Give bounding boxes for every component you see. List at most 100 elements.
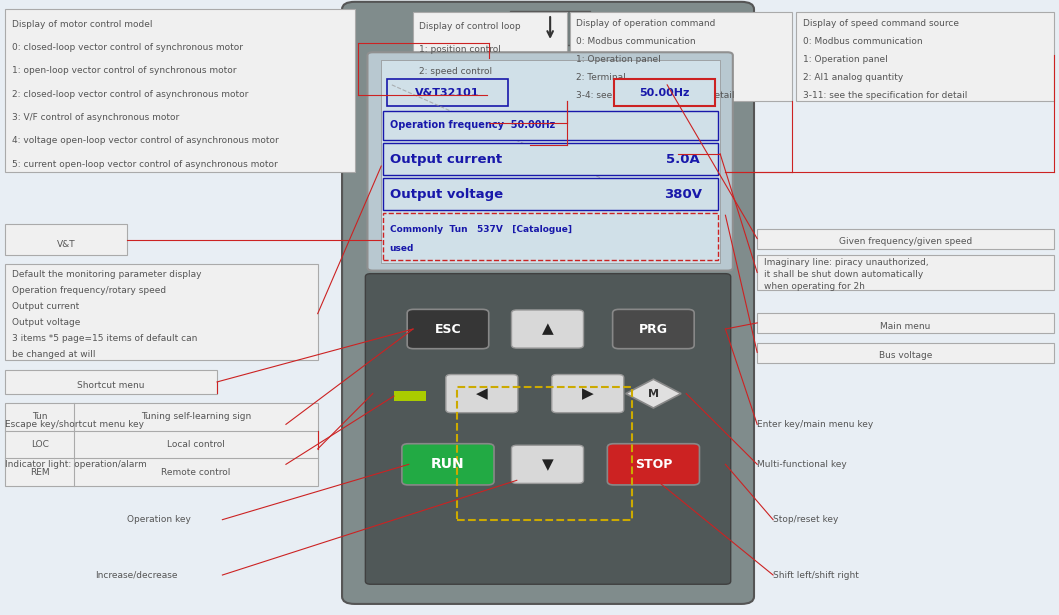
FancyBboxPatch shape — [383, 143, 718, 175]
FancyBboxPatch shape — [5, 264, 318, 360]
FancyBboxPatch shape — [387, 79, 508, 106]
Text: Bus voltage: Bus voltage — [879, 351, 932, 360]
FancyBboxPatch shape — [446, 375, 518, 413]
Text: Escape key/shortcut menu key: Escape key/shortcut menu key — [5, 420, 144, 429]
Text: 50.00Hz: 50.00Hz — [640, 87, 689, 98]
Text: Commonly  Tun   537V   [Catalogue]: Commonly Tun 537V [Catalogue] — [390, 225, 572, 234]
FancyBboxPatch shape — [381, 60, 720, 263]
Text: Output voltage: Output voltage — [12, 318, 80, 327]
FancyBboxPatch shape — [757, 343, 1054, 363]
FancyBboxPatch shape — [383, 213, 718, 260]
Text: 1: position control: 1: position control — [419, 44, 501, 54]
Text: Given frequency/given speed: Given frequency/given speed — [839, 237, 972, 247]
Text: Imaginary line: piracy unauthorized,: Imaginary line: piracy unauthorized, — [764, 258, 928, 267]
Text: Default the monitoring parameter display: Default the monitoring parameter display — [12, 270, 201, 279]
Text: 3 items *5 page=15 items of default can: 3 items *5 page=15 items of default can — [12, 334, 197, 343]
Text: M: M — [648, 389, 659, 399]
Text: ▼: ▼ — [541, 457, 554, 472]
Text: Multi-functional key: Multi-functional key — [757, 460, 847, 469]
Text: Output current: Output current — [390, 153, 502, 166]
Text: Tuning self-learning sign: Tuning self-learning sign — [141, 412, 251, 421]
Text: ◀: ◀ — [475, 386, 488, 401]
FancyBboxPatch shape — [757, 313, 1054, 333]
Text: 1: Operation panel: 1: Operation panel — [576, 55, 661, 64]
FancyBboxPatch shape — [5, 224, 127, 255]
FancyBboxPatch shape — [510, 11, 590, 45]
Text: Shift left/shift right: Shift left/shift right — [773, 571, 859, 579]
FancyBboxPatch shape — [5, 370, 217, 394]
FancyBboxPatch shape — [608, 444, 699, 485]
Text: 0: closed-loop vector control of synchronous motor: 0: closed-loop vector control of synchro… — [12, 43, 243, 52]
Text: Operation key: Operation key — [127, 515, 191, 524]
Text: 1: Operation panel: 1: Operation panel — [803, 55, 887, 64]
Text: 3-4: see the specification for detail: 3-4: see the specification for detail — [576, 91, 735, 100]
Text: Display of control loop: Display of control loop — [419, 22, 521, 31]
FancyBboxPatch shape — [796, 12, 1054, 101]
Text: 1: open-loop vector control of synchronous motor: 1: open-loop vector control of synchrono… — [12, 66, 236, 76]
FancyBboxPatch shape — [570, 12, 792, 101]
FancyBboxPatch shape — [342, 2, 754, 604]
Text: Display of motor control model: Display of motor control model — [12, 20, 152, 29]
Text: be changed at will: be changed at will — [12, 350, 95, 359]
FancyBboxPatch shape — [552, 375, 624, 413]
Text: when operating for 2h: when operating for 2h — [764, 282, 864, 291]
Text: 2: closed-loop vector control of asynchronous motor: 2: closed-loop vector control of asynchr… — [12, 90, 248, 98]
Text: 0: Modbus communication: 0: Modbus communication — [576, 38, 696, 46]
Polygon shape — [626, 379, 681, 408]
Text: ESC: ESC — [434, 322, 462, 336]
FancyBboxPatch shape — [5, 403, 318, 486]
Text: Operation frequency/rotary speed: Operation frequency/rotary speed — [12, 286, 166, 295]
Text: Operation frequency  50.00Hz: Operation frequency 50.00Hz — [390, 121, 555, 130]
Text: Output voltage: Output voltage — [390, 188, 503, 201]
Text: 5.0A: 5.0A — [666, 153, 700, 166]
FancyBboxPatch shape — [413, 12, 567, 101]
Text: STOP: STOP — [634, 458, 672, 471]
Text: 2: AI1 analog quantity: 2: AI1 analog quantity — [803, 73, 903, 82]
FancyBboxPatch shape — [5, 9, 355, 172]
Text: 2: speed control: 2: speed control — [419, 67, 492, 76]
Text: PRG: PRG — [639, 322, 668, 336]
FancyBboxPatch shape — [511, 445, 584, 483]
Text: Shortcut menu: Shortcut menu — [77, 381, 145, 390]
FancyBboxPatch shape — [394, 391, 426, 401]
Text: Stop/reset key: Stop/reset key — [773, 515, 839, 524]
Text: Display of operation command: Display of operation command — [576, 20, 716, 28]
Text: Output current: Output current — [12, 302, 79, 311]
Text: Remote control: Remote control — [161, 467, 231, 477]
Text: Increase/decrease: Increase/decrease — [95, 571, 178, 579]
Text: it shall be shut down automatically: it shall be shut down automatically — [764, 270, 922, 279]
Text: RUN: RUN — [431, 458, 465, 471]
FancyBboxPatch shape — [383, 111, 718, 140]
Text: used: used — [390, 244, 414, 253]
FancyBboxPatch shape — [757, 229, 1054, 249]
Text: Indicator light: operation/alarm: Indicator light: operation/alarm — [5, 460, 147, 469]
Text: 380V: 380V — [664, 188, 702, 201]
Text: 0: Modbus communication: 0: Modbus communication — [803, 38, 922, 46]
FancyBboxPatch shape — [407, 309, 488, 349]
FancyBboxPatch shape — [614, 79, 715, 106]
Text: ▲: ▲ — [541, 322, 554, 336]
FancyBboxPatch shape — [402, 444, 493, 485]
Text: 5: current open-loop vector control of asynchronous motor: 5: current open-loop vector control of a… — [12, 159, 277, 169]
Text: V&T32101: V&T32101 — [415, 87, 480, 98]
FancyBboxPatch shape — [365, 274, 731, 584]
Text: 3: V/F control of asynchronous motor: 3: V/F control of asynchronous motor — [12, 113, 179, 122]
FancyBboxPatch shape — [612, 309, 695, 349]
Text: 3-11: see the specification for detail: 3-11: see the specification for detail — [803, 91, 967, 100]
FancyBboxPatch shape — [383, 178, 718, 210]
Text: Enter key/main menu key: Enter key/main menu key — [757, 420, 874, 429]
FancyBboxPatch shape — [757, 255, 1054, 290]
Text: LOC: LOC — [31, 440, 49, 449]
Text: V&T: V&T — [57, 240, 75, 249]
Text: Local control: Local control — [167, 440, 225, 449]
Text: Tun: Tun — [32, 412, 48, 421]
FancyBboxPatch shape — [367, 52, 733, 271]
Text: 3: torque control: 3: torque control — [419, 89, 496, 98]
Text: 4: voltage open-loop vector control of asynchronous motor: 4: voltage open-loop vector control of a… — [12, 137, 279, 145]
Text: 2: Terminal: 2: Terminal — [576, 73, 626, 82]
Text: Display of speed command source: Display of speed command source — [803, 20, 958, 28]
Text: REM: REM — [30, 467, 50, 477]
Text: Main menu: Main menu — [880, 322, 931, 331]
Text: ▶: ▶ — [581, 386, 594, 401]
FancyBboxPatch shape — [511, 310, 584, 348]
